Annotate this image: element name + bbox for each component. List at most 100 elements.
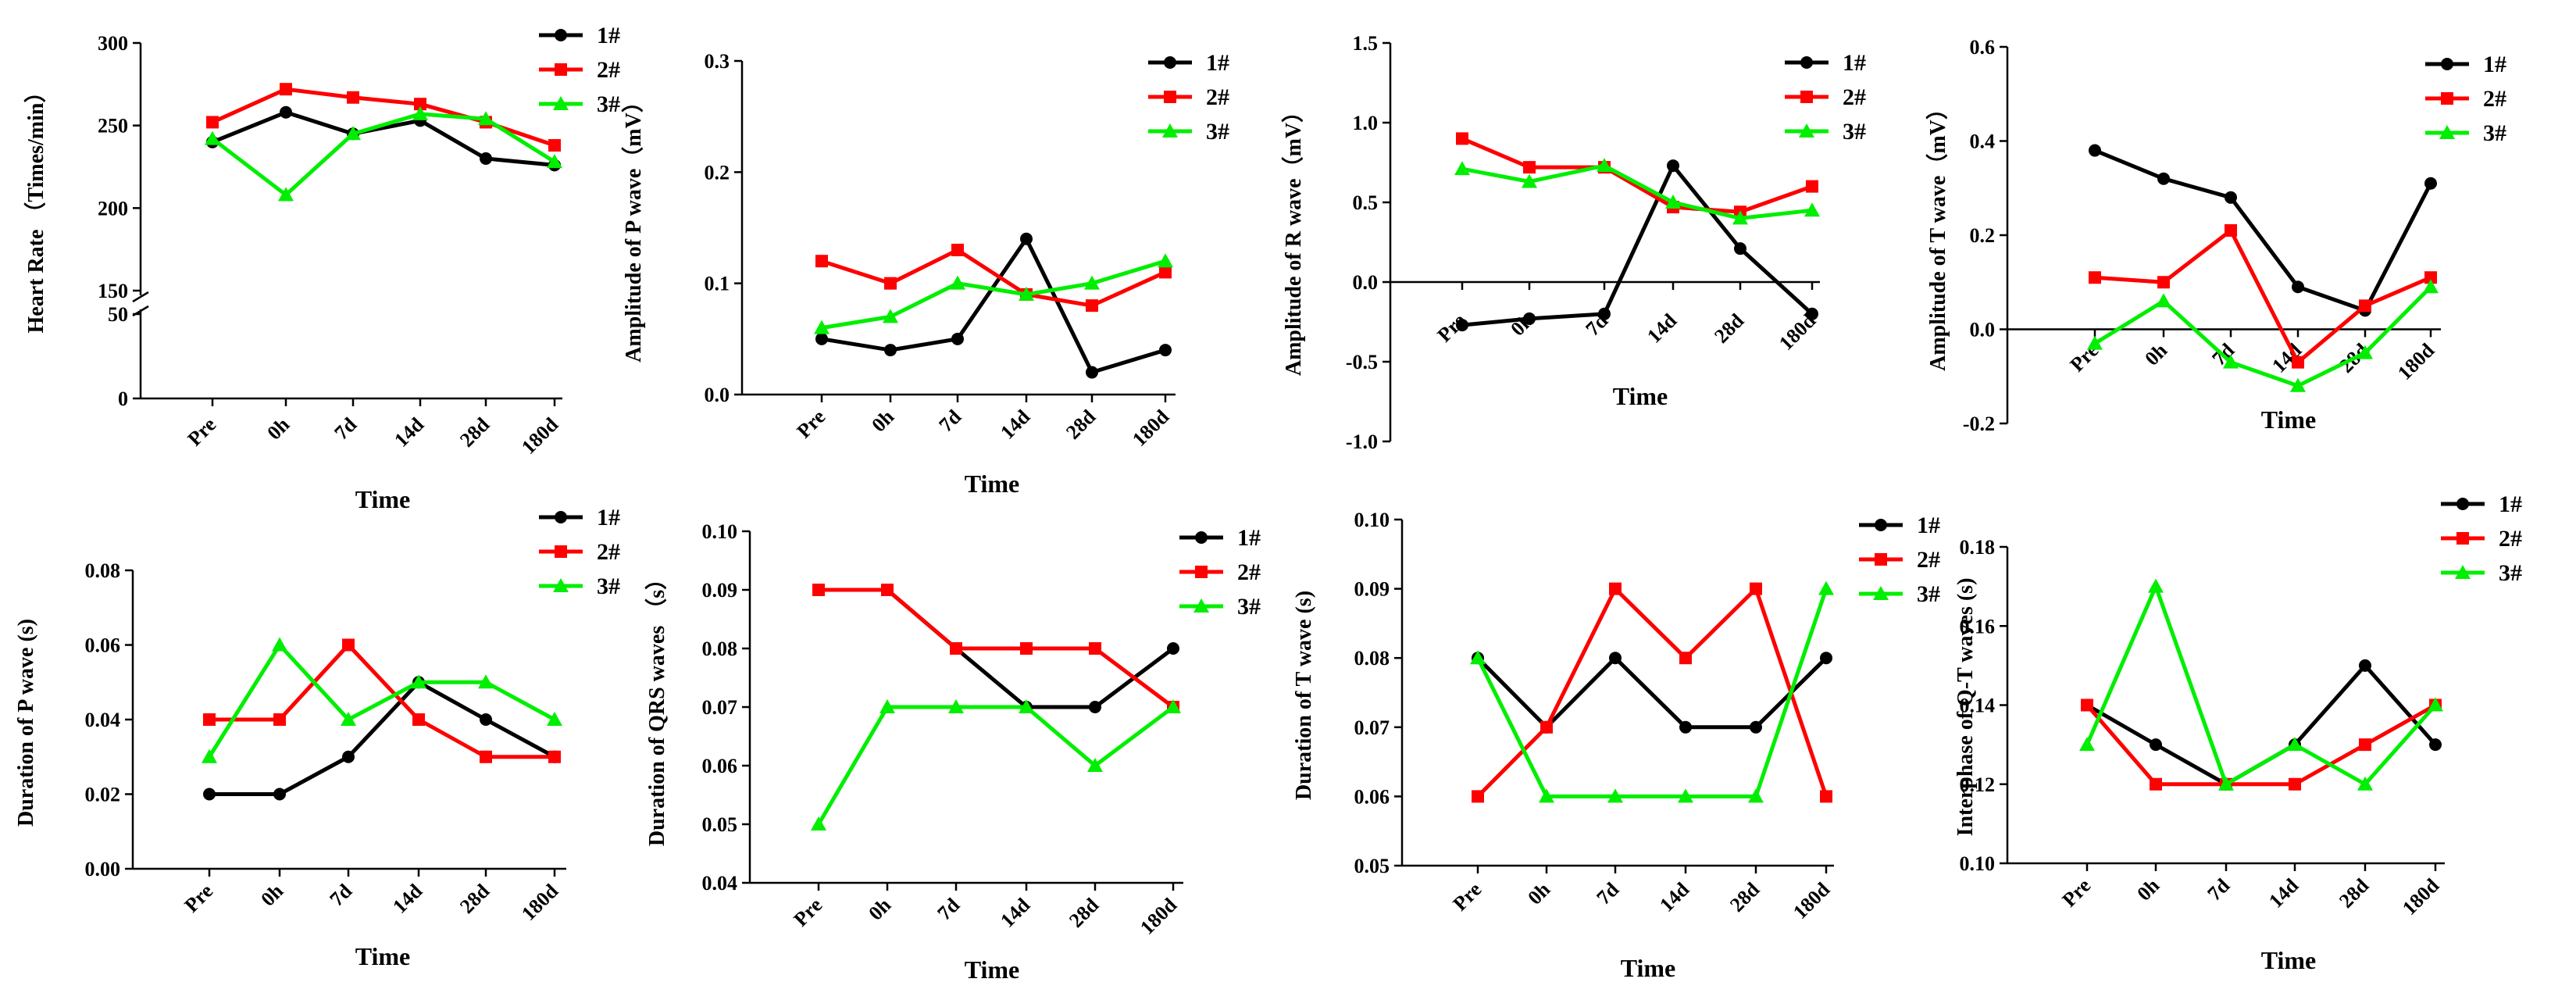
data-point-3 [2428, 697, 2443, 712]
legend-marker-2 [555, 545, 567, 558]
y-tick-label: 0.09 [702, 579, 738, 602]
data-point-3 [2287, 737, 2303, 752]
y-tick-label: 0.2 [705, 161, 730, 184]
x-tick-label: 28d [455, 413, 494, 451]
data-point-2 [1086, 299, 1098, 313]
y-tick-label: 0.1 [705, 273, 730, 295]
x-axis-title: Time [2261, 946, 2317, 974]
y-axis-title: Duration of QRS waves （s） [644, 568, 669, 846]
data-point-3 [1019, 699, 1034, 713]
x-axis-title: Time [2261, 405, 2317, 434]
data-point-2 [548, 750, 561, 763]
data-point-2 [1820, 790, 1832, 803]
data-point-3 [950, 275, 965, 290]
data-point-3 [2148, 578, 2164, 593]
data-point-1 [1159, 344, 1172, 357]
legend-marker-2 [2441, 92, 2453, 105]
legend-label-3: 3# [597, 573, 620, 599]
data-point-1 [1734, 242, 1746, 255]
x-axis-title: Time [355, 942, 411, 970]
x-tick-label: 180d [2398, 873, 2444, 920]
data-point-2 [1609, 582, 1622, 595]
x-axis-title: Time [1613, 382, 1668, 410]
data-point-1 [1020, 232, 1033, 245]
legend-label-3: 3# [1237, 594, 1261, 620]
legend-label-2: 2# [1917, 547, 1940, 573]
x-tick-label: 28d [1725, 877, 1764, 916]
data-point-2 [1089, 642, 1101, 655]
data-point-3 [2079, 737, 2095, 752]
data-point-3 [272, 637, 287, 652]
y-axis-title: Duration of P wave (s) [14, 619, 38, 827]
x-tick-label: 14d [1655, 877, 1693, 916]
y-tick-label: 0.06 [1354, 785, 1390, 808]
y-axis-title: Interphase of Q-T waves (s) [1953, 578, 1978, 837]
x-tick-label: 7d [2203, 873, 2234, 905]
data-point-2 [2089, 271, 2101, 284]
series-line-1 [1461, 163, 1814, 327]
x-tick-label: Pre [180, 880, 218, 917]
x-tick-label: 180d [2393, 338, 2439, 384]
series-line-1 [212, 110, 555, 167]
x-tick-label: 180d [517, 413, 563, 459]
series-line-3 [207, 643, 556, 759]
data-point-1 [1086, 366, 1098, 379]
y-tick-label: 0.10 [702, 520, 738, 543]
data-point-2 [1523, 161, 1536, 174]
x-tick-label: 7d [934, 405, 965, 436]
x-tick-label: 14d [390, 413, 428, 451]
data-point-3 [2290, 377, 2306, 392]
chart-pdur: 0.00 0.02 0.04 0.06 0.08 Pre 0h 7d 14d 28d 180d Tim… [14, 505, 620, 970]
y-axis-title: Amplitude of R wave（mV） [1280, 101, 1306, 376]
data-point-2 [2225, 223, 2237, 237]
y-tick-label: 0.08 [85, 559, 121, 582]
x-tick-label: 28d [1061, 405, 1100, 443]
x-axis-title: Time [355, 485, 411, 513]
data-point-3 [547, 154, 562, 169]
data-point-3 [202, 748, 217, 763]
legend-label-1: 1# [2483, 52, 2506, 77]
y-tick-label: 0.0 [1970, 319, 1996, 341]
legend-label-3: 3# [597, 91, 620, 117]
data-point-1 [1089, 701, 1101, 713]
data-point-3 [948, 699, 964, 713]
y-tick-label: 0.06 [702, 755, 738, 777]
data-point-2 [206, 116, 219, 129]
data-point-1 [884, 344, 897, 357]
y-axis-title: Duration of T wave (s) [1292, 591, 1316, 800]
legend-marker-3 [553, 96, 569, 110]
series-line-2 [209, 643, 555, 759]
data-point-1 [951, 332, 964, 345]
legend-marker-2 [555, 63, 567, 76]
legend-label-1: 1# [1843, 50, 1866, 76]
data-point-1 [280, 105, 292, 119]
data-point-3 [205, 130, 220, 145]
data-point-3 [345, 126, 361, 141]
x-tick-label: 180d [1136, 893, 1182, 939]
data-point-3 [2357, 776, 2373, 791]
y-tick-label: 300 [98, 32, 128, 55]
y-tick-label: 0.07 [702, 696, 738, 719]
legend-marker-1 [1164, 56, 1176, 69]
data-point-1 [2359, 659, 2371, 672]
legend-label-3: 3# [2483, 120, 2506, 146]
data-point-2 [950, 642, 962, 655]
x-tick-label: Pre [184, 413, 221, 451]
legend-marker-1 [2441, 58, 2453, 70]
data-point-1 [1598, 307, 1611, 320]
y-tick-label: 0.12 [1960, 773, 1996, 796]
data-point-1 [2225, 191, 2237, 204]
data-point-3 [1732, 210, 1748, 225]
data-point-1 [1523, 312, 1536, 325]
x-tick-label: 0h [867, 405, 898, 436]
data-point-2 [1472, 790, 1484, 803]
data-point-1 [2429, 738, 2442, 752]
data-point-2 [884, 277, 897, 290]
x-tick-label: 14d [996, 893, 1034, 931]
legend-marker-1 [2456, 498, 2469, 510]
y-tick-label: 0.04 [702, 872, 738, 895]
legend-marker-3 [1799, 123, 1814, 138]
y-tick-label: 0.14 [1960, 695, 1996, 717]
y-tick-label: 0.08 [1354, 647, 1390, 670]
data-point-3 [1019, 286, 1034, 301]
